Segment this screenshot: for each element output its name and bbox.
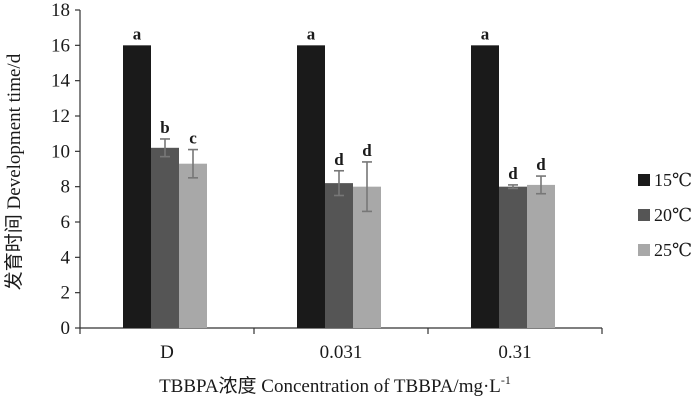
x-tick-label: 0.031: [320, 342, 363, 363]
x-axis-title-superscript: -1: [501, 373, 511, 387]
significance-label: a: [133, 24, 142, 43]
y-tick-label: 2: [61, 283, 71, 304]
x-tick-label: 0.31: [498, 342, 531, 363]
y-tick-label: 10: [51, 141, 70, 162]
bar: [179, 163, 207, 328]
x-tick-label: D: [160, 342, 174, 363]
y-tick-label: 14: [51, 71, 71, 92]
x-axis-title-main: TBBPA浓度 Concentration of TBBPA/mg·L: [159, 375, 501, 397]
y-axis-title: 发育时间 Development time/d: [3, 53, 25, 290]
bar: [325, 183, 353, 328]
significance-label: d: [536, 155, 546, 174]
significance-label: d: [334, 150, 344, 169]
y-tick-label: 16: [51, 35, 70, 56]
y-tick-label: 4: [61, 247, 71, 268]
significance-label: d: [362, 141, 372, 160]
bar: [151, 147, 179, 328]
y-tick-label: 8: [61, 177, 71, 198]
y-tick-label: 6: [61, 212, 71, 233]
bar: [499, 186, 527, 328]
y-tick-label: 12: [51, 106, 70, 127]
bar: [471, 45, 499, 328]
significance-label: a: [481, 24, 490, 43]
bar: [527, 184, 555, 328]
y-axis-title-group: 发育时间 Development time/d: [3, 53, 25, 290]
legend-swatch: [638, 174, 650, 186]
significance-label: c: [189, 129, 197, 148]
y-tick-label: 18: [51, 0, 70, 21]
legend-swatch: [638, 244, 650, 256]
bar: [297, 45, 325, 328]
y-tick-label: 0: [61, 318, 71, 339]
legend-label: 20℃: [654, 205, 692, 225]
significance-label: d: [508, 164, 518, 183]
x-axis-title: TBBPA浓度 Concentration of TBBPA/mg·L-1: [159, 373, 511, 397]
legend-label: 15℃: [654, 170, 692, 190]
legend-swatch: [638, 209, 650, 221]
significance-label: a: [307, 24, 316, 43]
significance-label: b: [160, 118, 169, 137]
bar: [123, 45, 151, 328]
legend-label: 25℃: [654, 240, 692, 260]
